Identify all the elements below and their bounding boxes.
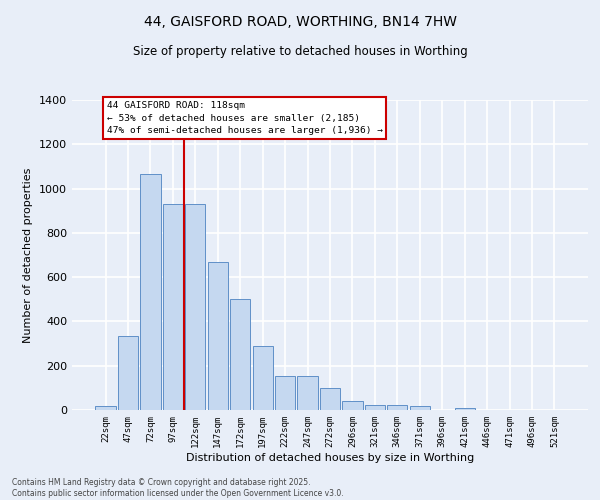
Bar <box>343 401 362 410</box>
Bar <box>140 174 161 410</box>
Bar <box>410 406 430 410</box>
Text: 44, GAISFORD ROAD, WORTHING, BN14 7HW: 44, GAISFORD ROAD, WORTHING, BN14 7HW <box>143 15 457 29</box>
Bar <box>253 346 273 410</box>
Bar <box>387 405 407 410</box>
Bar <box>455 408 475 410</box>
Bar <box>208 262 228 410</box>
X-axis label: Distribution of detached houses by size in Worthing: Distribution of detached houses by size … <box>186 452 474 462</box>
Bar <box>230 300 250 410</box>
Bar <box>365 405 385 410</box>
Text: Contains HM Land Registry data © Crown copyright and database right 2025.
Contai: Contains HM Land Registry data © Crown c… <box>12 478 344 498</box>
Y-axis label: Number of detached properties: Number of detached properties <box>23 168 34 342</box>
Bar <box>185 204 205 410</box>
Text: Size of property relative to detached houses in Worthing: Size of property relative to detached ho… <box>133 45 467 58</box>
Bar <box>298 376 317 410</box>
Text: 44 GAISFORD ROAD: 118sqm
← 53% of detached houses are smaller (2,185)
47% of sem: 44 GAISFORD ROAD: 118sqm ← 53% of detach… <box>107 101 383 135</box>
Bar <box>95 406 116 410</box>
Bar <box>118 336 138 410</box>
Bar <box>275 376 295 410</box>
Bar <box>320 388 340 410</box>
Bar <box>163 204 183 410</box>
